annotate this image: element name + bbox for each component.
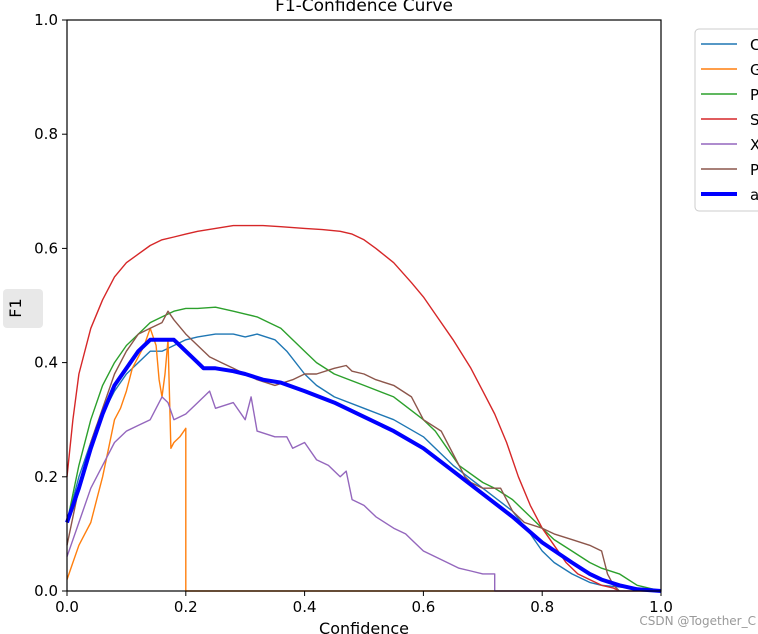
axes-frame	[66, 19, 662, 592]
plot-area: 0.0 0.2 0.4 0.6 0.8 1.0 0.0 0.2 0.4 0.6 0.8 1.0	[34, 11, 673, 616]
legend-label-5: X	[750, 136, 758, 154]
legend-label-1: C	[750, 36, 758, 54]
series-line-1	[66, 333, 662, 592]
legend-label-2: G	[750, 61, 758, 79]
ylabel-highlight	[3, 289, 43, 328]
series-line-5	[66, 390, 661, 592]
legend-box	[694, 28, 758, 212]
legend-label-6: P	[750, 161, 758, 179]
x-tick-label: 0.4	[293, 598, 317, 616]
legend-label-4: S	[750, 111, 758, 129]
y-tick-label: 0.8	[34, 125, 58, 143]
series-line-3	[66, 306, 662, 592]
x-tick-label: 1.0	[649, 598, 673, 616]
series-line-7	[65, 337, 662, 593]
y-tick-label: 0.6	[34, 239, 58, 257]
y-tick-label: 0.4	[34, 354, 58, 372]
series-line-2	[66, 327, 661, 592]
x-axis-title: Confidence	[319, 619, 409, 634]
chart-title: F1-Confidence Curve	[275, 0, 453, 16]
y-axis-title: F1	[6, 298, 25, 317]
x-tick-label: 0.8	[530, 598, 554, 616]
series-line-6	[66, 310, 620, 592]
y-tick-label: 1.0	[34, 11, 58, 29]
legend-label-3: P	[750, 86, 758, 104]
legend-label-7: a	[750, 186, 758, 204]
y-tick-label: 0.2	[34, 468, 58, 486]
x-tick-label: 0.6	[411, 598, 435, 616]
y-tick-label: 0.0	[34, 582, 58, 600]
x-tick-label: 0.2	[174, 598, 198, 616]
watermark: CSDN @Together_C	[639, 614, 756, 628]
x-tick-label: 0.0	[55, 598, 79, 616]
